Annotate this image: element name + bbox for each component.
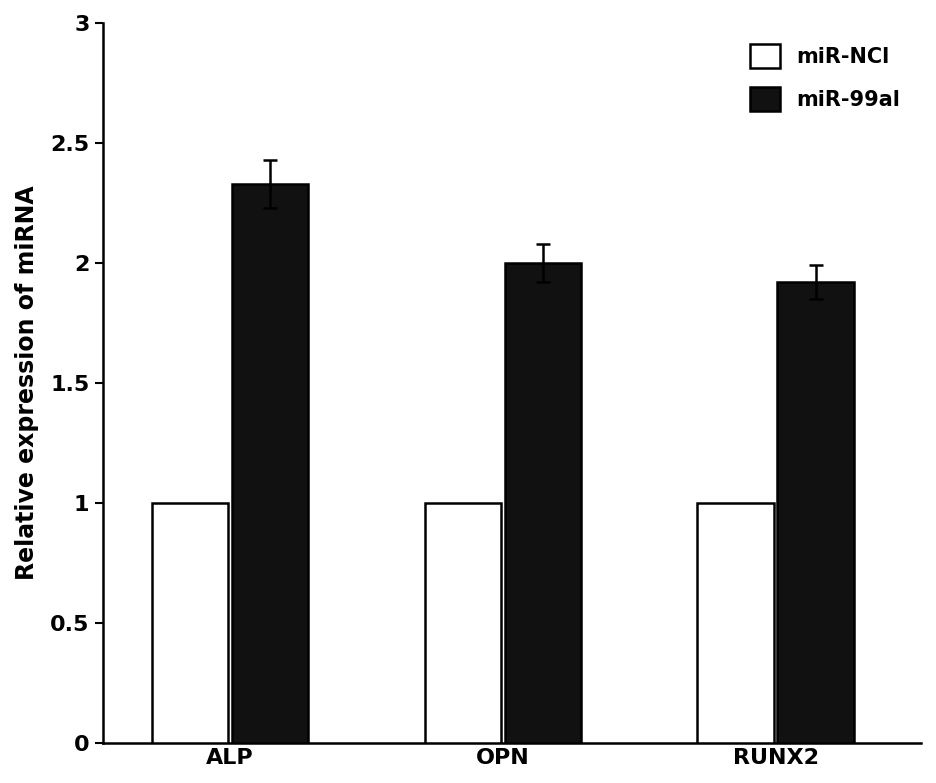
Bar (152, 503, 228, 743)
Bar (232, 184, 308, 743)
Y-axis label: Relative expression of miRNA: Relative expression of miRNA (15, 186, 39, 580)
Bar (697, 503, 774, 743)
Legend: miR-NCl, miR-99al: miR-NCl, miR-99al (740, 34, 911, 121)
Bar (505, 263, 581, 743)
Bar (425, 503, 501, 743)
Bar (777, 282, 854, 743)
